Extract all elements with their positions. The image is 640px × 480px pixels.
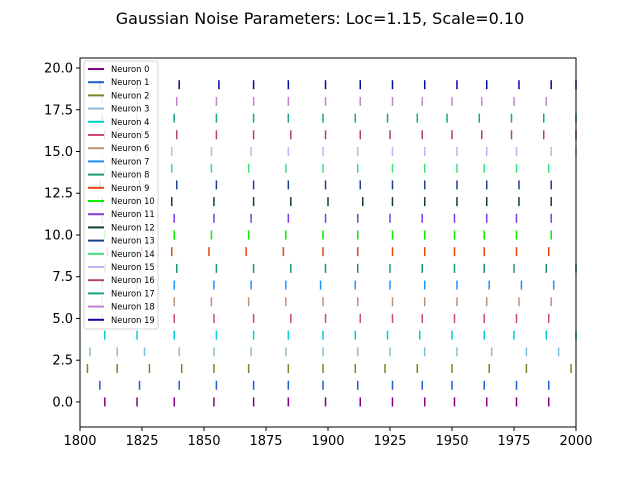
legend-entry: Neuron 1 <box>88 77 149 87</box>
y-tick-label: 2.5 <box>52 354 73 369</box>
series-neuron-2 <box>86 364 572 374</box>
x-tick-label: 1925 <box>373 434 406 449</box>
series-neuron-13 <box>99 180 552 190</box>
legend-entry: Neuron 18 <box>88 302 155 312</box>
legend-label: Neuron 9 <box>111 183 149 193</box>
legend-entry: Neuron 16 <box>88 275 155 285</box>
y-tick-label: 0.0 <box>52 395 73 410</box>
y-tick-label: 17.5 <box>44 103 73 118</box>
legend-entry: Neuron 10 <box>88 196 155 206</box>
legend-label: Neuron 4 <box>111 117 149 127</box>
series-neuron-6 <box>101 297 552 307</box>
legend-entry: Neuron 9 <box>88 183 149 193</box>
y-tick-label: 15.0 <box>44 145 73 160</box>
legend-label: Neuron 1 <box>111 77 149 87</box>
legend-label: Neuron 14 <box>111 249 155 259</box>
series-neuron-10 <box>104 230 552 240</box>
legend-label: Neuron 13 <box>111 236 155 246</box>
legend-entry: Neuron 3 <box>88 104 149 114</box>
x-tick-label: 1975 <box>497 434 530 449</box>
x-tick-label: 2000 <box>559 434 592 449</box>
series-neuron-4 <box>104 330 577 340</box>
x-tick-label: 1875 <box>249 434 282 449</box>
x-tick-label: 1825 <box>125 434 158 449</box>
series-neuron-16 <box>104 130 577 140</box>
legend-label: Neuron 17 <box>111 288 155 298</box>
legend-entry: Neuron 17 <box>88 288 155 298</box>
legend-label: Neuron 6 <box>111 143 149 153</box>
legend-entry: Neuron 15 <box>88 262 155 272</box>
legend-label: Neuron 7 <box>111 156 149 166</box>
series-neuron-19 <box>99 80 577 90</box>
series-neuron-7 <box>101 280 555 290</box>
legend-entry: Neuron 11 <box>88 209 155 219</box>
legend-entry: Neuron 4 <box>88 117 149 127</box>
legend-label: Neuron 16 <box>111 275 155 285</box>
series-neuron-8 <box>104 263 577 273</box>
legend-label: Neuron 12 <box>111 222 155 232</box>
series-neuron-3 <box>89 347 560 357</box>
legend-entry: Neuron 2 <box>88 90 149 100</box>
x-tick-label: 1850 <box>187 434 220 449</box>
axes: 1800 1825 1850 1875 1900 1925 1950 1975 2000 0.0 2… <box>44 57 593 449</box>
y-tick-label: 20.0 <box>44 62 73 77</box>
x-tick-label: 1900 <box>311 434 344 449</box>
legend-label: Neuron 11 <box>111 209 155 219</box>
legend-label: Neuron 19 <box>111 315 155 325</box>
legend-entry: Neuron 14 <box>88 249 155 259</box>
x-tick-label: 1950 <box>435 434 468 449</box>
legend-entry: Neuron 0 <box>88 64 149 74</box>
legend-label: Neuron 18 <box>111 302 155 312</box>
legend-label: Neuron 2 <box>111 90 149 100</box>
legend-entry: Neuron 7 <box>88 156 149 166</box>
legend-label: Neuron 0 <box>111 64 149 74</box>
series-neuron-1 <box>99 380 550 390</box>
legend-entry: Neuron 6 <box>88 143 149 153</box>
series-neuron-11 <box>101 213 552 223</box>
series-neuron-0 <box>104 397 550 407</box>
legend-label: Neuron 8 <box>111 170 149 180</box>
legend-label: Neuron 5 <box>111 130 149 140</box>
y-tick-label: 7.5 <box>52 270 73 285</box>
series-neuron-18 <box>101 96 547 106</box>
legend-entry: Neuron 8 <box>88 170 149 180</box>
legend-label: Neuron 15 <box>111 262 155 272</box>
plot-area <box>86 80 577 407</box>
y-tick-label: 5.0 <box>52 312 73 327</box>
legend: Neuron 0 Neuron 1 Neuron 2 Neuron 3 Neuron 4… <box>83 60 159 330</box>
series-neuron-12 <box>101 197 552 207</box>
legend-entry: Neuron 12 <box>88 222 155 232</box>
legend-entry: Neuron 19 <box>88 315 155 325</box>
series-neuron-14 <box>104 163 550 173</box>
legend-box <box>83 60 159 330</box>
x-tick-label: 1800 <box>63 434 96 449</box>
series-neuron-9 <box>106 247 550 257</box>
chart-title: Gaussian Noise Parameters: Loc=1.15, Sca… <box>116 9 525 28</box>
legend-label: Neuron 3 <box>111 104 149 114</box>
legend-entry: Neuron 5 <box>88 130 149 140</box>
y-tick-label: 10.0 <box>44 228 73 243</box>
legend-label: Neuron 10 <box>111 196 155 206</box>
series-neuron-5 <box>101 313 550 323</box>
legend-entry: Neuron 13 <box>88 236 155 246</box>
series-neuron-17 <box>101 113 577 123</box>
y-tick-label: 12.5 <box>44 187 73 202</box>
series-neuron-15 <box>101 147 577 157</box>
